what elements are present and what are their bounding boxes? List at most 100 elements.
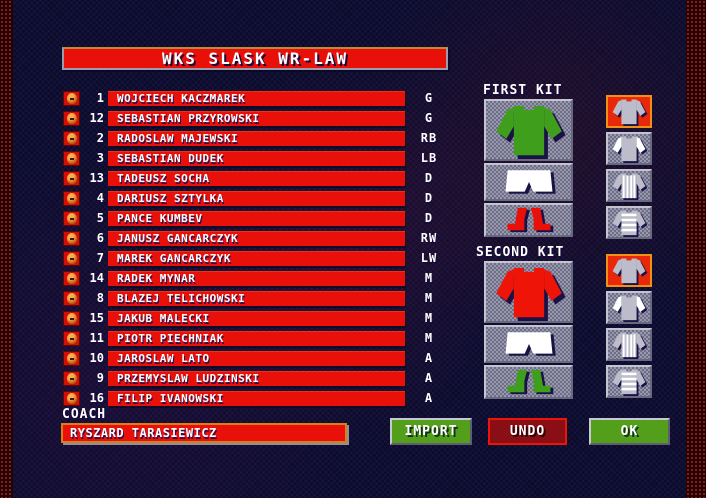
- player-row[interactable]: 13 TADEUSZ SOCHA D: [62, 168, 456, 188]
- player-position: LW: [420, 251, 438, 265]
- player-row[interactable]: 5 PANCE KUMBEV D: [62, 208, 456, 228]
- player-name-bar[interactable]: FILIP IVANOWSKI: [108, 390, 405, 406]
- import-button[interactable]: IMPORT: [390, 418, 472, 445]
- first-kit-style-plain-button[interactable]: [606, 95, 652, 128]
- player-name-bar[interactable]: JAKUB MALECKI: [108, 310, 405, 326]
- player-head-icon: [63, 290, 80, 306]
- player-row[interactable]: 6 JANUSZ GANCARCZYK RW: [62, 228, 456, 248]
- second-kit-shorts-swatch[interactable]: [484, 325, 573, 363]
- player-name: TADEUSZ SOCHA: [117, 171, 210, 185]
- player-row[interactable]: 15 JAKUB MALECKI M: [62, 308, 456, 328]
- player-head-icon: [63, 390, 80, 406]
- player-name-bar[interactable]: BLAZEJ TELICHOWSKI: [108, 290, 405, 306]
- player-row[interactable]: 11 PIOTR PIECHNIAK M: [62, 328, 456, 348]
- player-name: SEBASTIAN DUDEK: [117, 151, 224, 165]
- player-position: A: [424, 391, 434, 405]
- ok-button[interactable]: OK: [589, 418, 670, 445]
- first-kit-shorts-swatch[interactable]: [484, 163, 573, 201]
- player-position: M: [424, 311, 434, 325]
- left-edge-texture: [0, 0, 13, 498]
- player-name: PRZEMYSLAW LUDZINSKI: [117, 371, 260, 385]
- player-head-icon: [63, 310, 80, 326]
- coach-label: COACH: [62, 407, 107, 422]
- player-row[interactable]: 3 SEBASTIAN DUDEK LB: [62, 148, 456, 168]
- player-name-bar[interactable]: PRZEMYSLAW LUDZINSKI: [108, 370, 405, 386]
- second-kit-style-hoops-button[interactable]: [606, 365, 652, 398]
- player-number: 12: [89, 111, 104, 125]
- player-position: D: [424, 211, 434, 225]
- first-kit-style-hoops-button[interactable]: [606, 206, 652, 239]
- right-edge-texture: [686, 0, 706, 498]
- player-head-icon: [63, 330, 80, 346]
- player-number: 13: [89, 171, 104, 185]
- team-title: WKS SLASK WR-LAW: [161, 49, 349, 68]
- player-name: PANCE KUMBEV: [117, 211, 203, 225]
- player-row[interactable]: 1 WOJCIECH KACZMAREK G: [62, 88, 456, 108]
- player-position: G: [424, 111, 434, 125]
- player-row[interactable]: 9 PRZEMYSLAW LUDZINSKI A: [62, 368, 456, 388]
- player-name-bar[interactable]: MAREK GANCARCZYK: [108, 250, 405, 266]
- player-name-bar[interactable]: PIOTR PIECHNIAK: [108, 330, 405, 346]
- player-row[interactable]: 14 RADEK MYNAR M: [62, 268, 456, 288]
- player-list: 1 WOJCIECH KACZMAREK G 12 SEBASTIAN PRZY…: [62, 88, 456, 408]
- player-number: 8: [96, 291, 104, 305]
- player-row[interactable]: 7 MAREK GANCARCZYK LW: [62, 248, 456, 268]
- player-name-bar[interactable]: RADOSLAW MAJEWSKI: [108, 130, 405, 146]
- player-number: 14: [89, 271, 104, 285]
- first-kit-shirt-swatch[interactable]: [484, 99, 573, 161]
- player-head-icon: [63, 170, 80, 186]
- player-head-icon: [63, 110, 80, 126]
- player-head-icon: [63, 230, 80, 246]
- coach-name: RYSZARD TARASIEWICZ: [70, 426, 217, 440]
- player-position: RB: [420, 131, 438, 145]
- second-kit-style-plain-button[interactable]: [606, 254, 652, 287]
- player-number: 1: [96, 91, 104, 105]
- undo-button[interactable]: UNDO: [488, 418, 567, 445]
- player-name-bar[interactable]: PANCE KUMBEV: [108, 210, 405, 226]
- player-name-bar[interactable]: DARIUSZ SZTYLKA: [108, 190, 405, 206]
- player-position: A: [424, 351, 434, 365]
- second-kit-style-vertical-stripes-button[interactable]: [606, 328, 652, 361]
- coach-name-bar[interactable]: RYSZARD TARASIEWICZ: [61, 423, 347, 443]
- player-name: FILIP IVANOWSKI: [117, 391, 224, 405]
- player-head-icon: [63, 250, 80, 266]
- first-kit-socks-swatch[interactable]: [484, 203, 573, 237]
- player-name: JAROSLAW LATO: [117, 351, 210, 365]
- first-kit-label: FIRST KIT: [483, 83, 563, 98]
- player-row[interactable]: 10 JAROSLAW LATO A: [62, 348, 456, 368]
- player-number: 9: [96, 371, 104, 385]
- first-kit-style-white-sleeves-button[interactable]: [606, 132, 652, 165]
- first-kit-style-options: [606, 95, 652, 243]
- player-row[interactable]: 8 BLAZEJ TELICHOWSKI M: [62, 288, 456, 308]
- player-name-bar[interactable]: JANUSZ GANCARCZYK: [108, 230, 405, 246]
- second-kit-shirt-swatch[interactable]: [484, 261, 573, 323]
- player-position: D: [424, 171, 434, 185]
- player-number: 4: [96, 191, 104, 205]
- player-head-icon: [63, 190, 80, 206]
- player-row[interactable]: 12 SEBASTIAN PRZYROWSKI G: [62, 108, 456, 128]
- player-name: JANUSZ GANCARCZYK: [117, 231, 239, 245]
- player-row[interactable]: 16 FILIP IVANOWSKI A: [62, 388, 456, 408]
- player-head-icon: [63, 90, 80, 106]
- player-name-bar[interactable]: SEBASTIAN PRZYROWSKI: [108, 110, 405, 126]
- second-kit-panels: [484, 261, 574, 401]
- player-name-bar[interactable]: WOJCIECH KACZMAREK: [108, 90, 405, 106]
- player-name-bar[interactable]: TADEUSZ SOCHA: [108, 170, 405, 186]
- player-name: WOJCIECH KACZMAREK: [117, 91, 246, 105]
- player-name: SEBASTIAN PRZYROWSKI: [117, 111, 260, 125]
- player-position: A: [424, 371, 434, 385]
- player-row[interactable]: 2 RADOSLAW MAJEWSKI RB: [62, 128, 456, 148]
- player-position: RW: [420, 231, 438, 245]
- player-row[interactable]: 4 DARIUSZ SZTYLKA D: [62, 188, 456, 208]
- player-number: 2: [96, 131, 104, 145]
- first-kit-style-vertical-stripes-button[interactable]: [606, 169, 652, 202]
- second-kit-socks-swatch[interactable]: [484, 365, 573, 399]
- player-name: BLAZEJ TELICHOWSKI: [117, 291, 246, 305]
- player-head-icon: [63, 150, 80, 166]
- player-number: 7: [96, 251, 104, 265]
- second-kit-style-white-sleeves-button[interactable]: [606, 291, 652, 324]
- player-name-bar[interactable]: SEBASTIAN DUDEK: [108, 150, 405, 166]
- player-name-bar[interactable]: JAROSLAW LATO: [108, 350, 405, 366]
- player-name-bar[interactable]: RADEK MYNAR: [108, 270, 405, 286]
